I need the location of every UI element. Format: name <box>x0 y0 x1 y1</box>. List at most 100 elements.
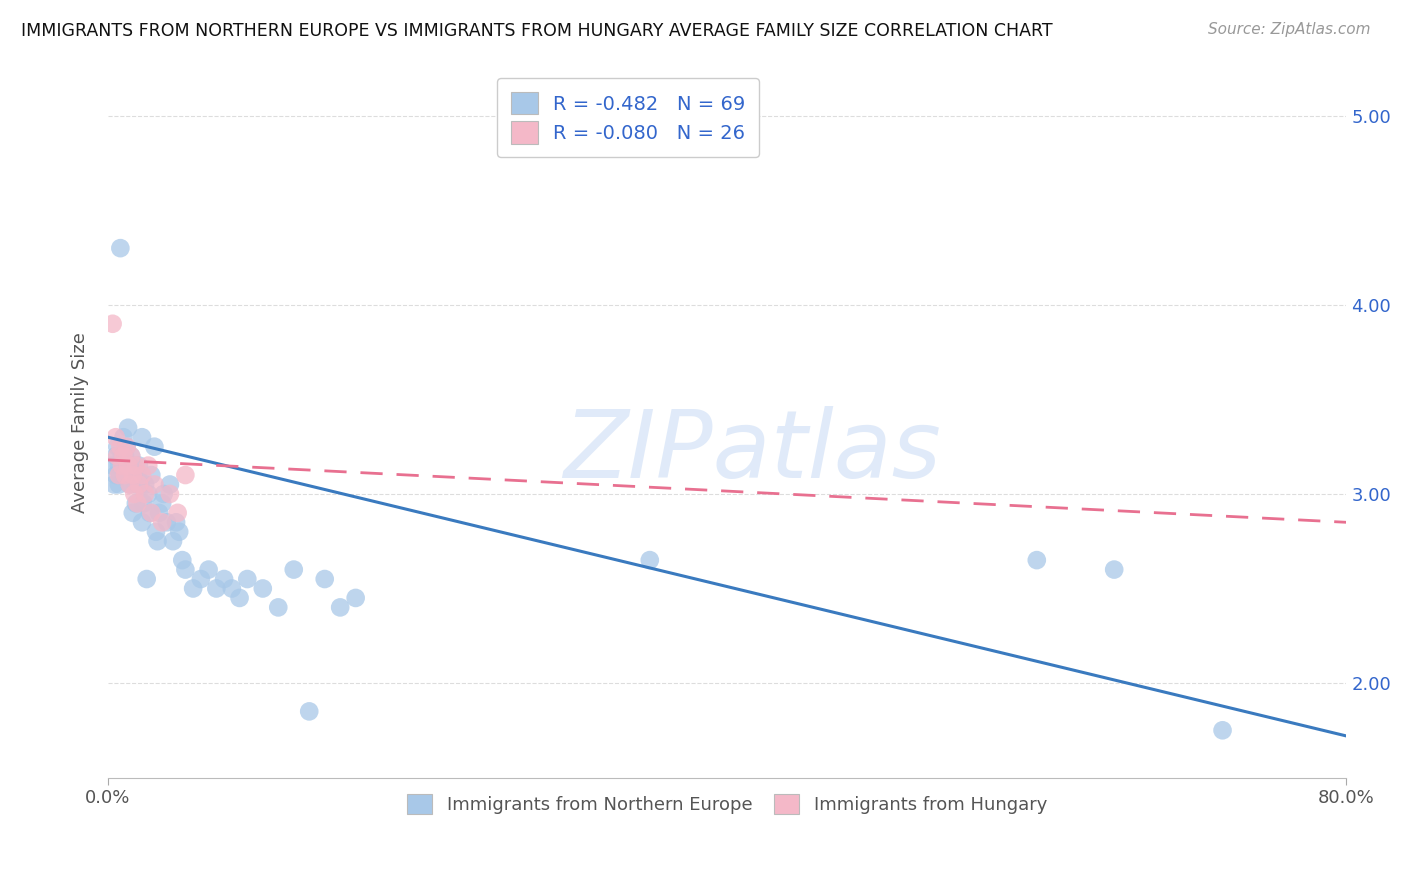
Point <box>329 600 352 615</box>
Point <box>221 582 243 596</box>
Point <box>121 458 143 473</box>
Point <box>114 468 136 483</box>
Point <box>104 468 127 483</box>
Point <box>638 553 661 567</box>
Point <box>228 591 250 605</box>
Point <box>108 468 131 483</box>
Point <box>131 430 153 444</box>
Point <box>103 477 125 491</box>
Point <box>162 534 184 549</box>
Point <box>298 705 321 719</box>
Point <box>108 458 131 473</box>
Point <box>197 563 219 577</box>
Point <box>125 496 148 510</box>
Point <box>267 600 290 615</box>
Point <box>101 317 124 331</box>
Point <box>132 496 155 510</box>
Point <box>131 468 153 483</box>
Text: ZIPatlas: ZIPatlas <box>562 406 941 497</box>
Point <box>118 458 141 473</box>
Legend: Immigrants from Northern Europe, Immigrants from Hungary: Immigrants from Northern Europe, Immigra… <box>396 783 1059 825</box>
Point <box>128 477 150 491</box>
Point <box>108 477 131 491</box>
Point <box>190 572 212 586</box>
Point <box>120 468 142 483</box>
Point <box>174 563 197 577</box>
Point <box>212 572 235 586</box>
Point <box>112 430 135 444</box>
Point <box>159 487 181 501</box>
Point <box>136 458 159 473</box>
Point <box>114 449 136 463</box>
Point <box>139 506 162 520</box>
Text: Source: ZipAtlas.com: Source: ZipAtlas.com <box>1208 22 1371 37</box>
Point <box>283 563 305 577</box>
Point <box>114 468 136 483</box>
Point <box>148 506 170 520</box>
Point <box>205 582 228 596</box>
Point <box>129 477 152 491</box>
Point <box>159 477 181 491</box>
Point <box>146 534 169 549</box>
Point <box>105 440 128 454</box>
Point <box>101 458 124 473</box>
Point <box>125 477 148 491</box>
Point <box>128 458 150 473</box>
Point <box>117 458 139 473</box>
Point <box>111 458 134 473</box>
Point <box>115 440 138 454</box>
Point <box>156 516 179 530</box>
Point <box>167 524 190 539</box>
Point <box>127 468 149 483</box>
Point <box>136 487 159 501</box>
Point <box>120 449 142 463</box>
Point <box>125 458 148 473</box>
Point <box>165 516 187 530</box>
Point <box>252 582 274 596</box>
Point <box>124 468 146 483</box>
Point <box>112 458 135 473</box>
Point <box>120 449 142 463</box>
Point <box>145 524 167 539</box>
Point <box>104 449 127 463</box>
Point <box>134 477 156 491</box>
Point <box>117 468 139 483</box>
Point <box>117 421 139 435</box>
Point <box>1102 563 1125 577</box>
Point <box>143 477 166 491</box>
Point <box>118 477 141 491</box>
Text: IMMIGRANTS FROM NORTHERN EUROPE VS IMMIGRANTS FROM HUNGARY AVERAGE FAMILY SIZE C: IMMIGRANTS FROM NORTHERN EUROPE VS IMMIG… <box>21 22 1053 40</box>
Point <box>344 591 367 605</box>
Point <box>314 572 336 586</box>
Point <box>174 468 197 483</box>
Point <box>121 468 143 483</box>
Point <box>143 440 166 454</box>
Point <box>131 516 153 530</box>
Point <box>110 241 132 255</box>
Point <box>135 572 157 586</box>
Point <box>121 506 143 520</box>
Point <box>141 506 163 520</box>
Point <box>236 572 259 586</box>
Point <box>1212 723 1234 738</box>
Point <box>1025 553 1047 567</box>
Point <box>105 449 128 463</box>
Point <box>127 496 149 510</box>
Y-axis label: Average Family Size: Average Family Size <box>72 333 89 514</box>
Point <box>115 440 138 454</box>
Point <box>172 553 194 567</box>
Point <box>110 440 132 454</box>
Point <box>134 487 156 501</box>
Point <box>150 496 173 510</box>
Point <box>104 430 127 444</box>
Point <box>152 487 174 501</box>
Point <box>111 449 134 463</box>
Point <box>124 487 146 501</box>
Point <box>181 582 204 596</box>
Point <box>112 449 135 463</box>
Point <box>118 477 141 491</box>
Point <box>141 468 163 483</box>
Point <box>166 506 188 520</box>
Point <box>150 516 173 530</box>
Point <box>110 468 132 483</box>
